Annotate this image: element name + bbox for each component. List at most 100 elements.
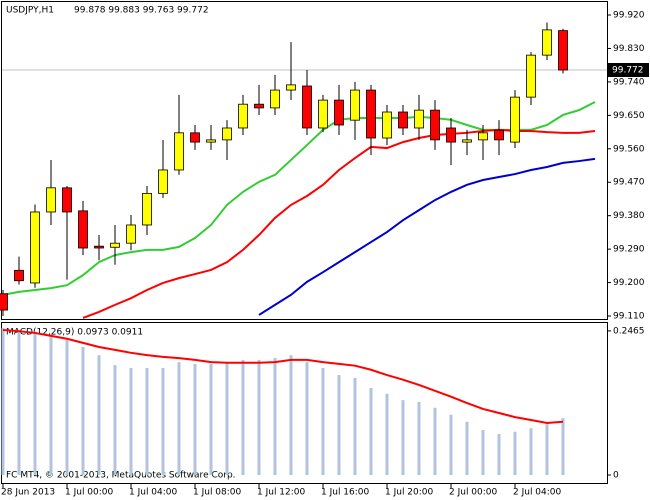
histogram-bar (113, 365, 117, 475)
histogram-bar (241, 359, 245, 475)
y-tick-label: 99.920 (613, 11, 645, 21)
candle-body (62, 187, 72, 213)
histogram-bar (33, 331, 37, 475)
candle-body (430, 109, 440, 141)
y-tick-label: 99.830 (613, 44, 645, 54)
main-panel (1, 1, 608, 320)
candle-body (446, 127, 456, 143)
histogram-bar (545, 424, 549, 475)
x-tick-label: 1 Jul 08:00 (193, 488, 242, 498)
x-tick-label: 1 Jul 16:00 (321, 488, 370, 498)
y-tick-label: 0.2465 (613, 326, 645, 336)
candle-body (238, 103, 248, 129)
moving-average (82, 128, 596, 319)
histogram-bar (145, 368, 149, 475)
histogram-bar (369, 387, 373, 475)
histogram-bar (1, 327, 5, 475)
candle-body (14, 269, 24, 282)
y-tick-label: 99.110 (613, 312, 645, 322)
y-tick-label: 99.650 (613, 111, 645, 121)
histogram-bar (225, 362, 229, 475)
candle-body (78, 210, 88, 249)
histogram-bar (17, 330, 21, 475)
candle-body (510, 96, 520, 143)
y-tick-label: 99.740 (613, 77, 645, 87)
histogram-bar (497, 434, 501, 475)
x-tick-label: 2 Jul 04:00 (513, 488, 562, 498)
histogram-bar (337, 375, 341, 475)
y-tick-label: 99.470 (613, 178, 645, 188)
candle-body (222, 127, 232, 141)
candle-body (94, 245, 104, 249)
histogram-bar (401, 400, 405, 475)
macd-title: MACD(12,26,9) 0.0973 0.0911 (6, 328, 143, 338)
candle-body (254, 103, 264, 109)
x-tick-label: 1 Jul 20:00 (385, 488, 434, 498)
y-tick-label: 0 (613, 470, 619, 480)
candle-body (190, 132, 200, 143)
signal-line (2, 329, 564, 424)
candle-body (462, 139, 472, 143)
candle-body (126, 224, 136, 244)
histogram-bar (97, 355, 101, 475)
histogram-bar (129, 368, 133, 475)
candle-body (414, 109, 424, 129)
x-tick-label: 1 Jul 00:00 (65, 488, 114, 498)
histogram-bar (385, 393, 389, 475)
y-tick-label: 99.560 (613, 144, 645, 154)
y-tick-label: 99.200 (613, 278, 645, 288)
candle-body (382, 111, 392, 139)
histogram-bar (273, 358, 277, 475)
histogram-bar (257, 359, 261, 475)
candle-body (526, 54, 536, 98)
histogram-bar (321, 368, 325, 475)
candle-body (30, 211, 40, 284)
candle-body (286, 84, 296, 91)
candle-body (270, 89, 280, 109)
x-tick-label: 28 Jun 2013 (1, 488, 55, 498)
candle-body (478, 132, 488, 141)
x-tick-label: 2 Jul 00:00 (449, 488, 498, 498)
histogram-bar (513, 431, 517, 475)
x-tick-label: 1 Jul 12:00 (257, 488, 306, 498)
histogram-bar (465, 421, 469, 475)
candle-body (142, 192, 152, 226)
histogram-bar (65, 339, 69, 475)
candle-body (302, 85, 312, 129)
candle-body (350, 89, 360, 121)
y-tick-label: 99.290 (613, 245, 645, 255)
histogram-bar (81, 346, 85, 475)
candle-body (318, 99, 328, 129)
ohlc-text: 99.878 99.883 99.763 99.772 (74, 6, 209, 16)
histogram-bar (481, 429, 485, 475)
x-tick-label: 1 Jul 04:00 (129, 488, 178, 498)
candle-body (110, 242, 120, 248)
candle-body (558, 30, 568, 71)
histogram-bar (433, 407, 437, 475)
histogram-bar (209, 363, 213, 475)
histogram-bar (417, 401, 421, 475)
footer: FC MT4, © 2001-2013, MetaQuotes Software… (6, 471, 236, 481)
histogram-bar (49, 334, 53, 475)
histogram-bar (561, 418, 565, 475)
histogram-bar (193, 363, 197, 475)
candle-body (0, 293, 8, 311)
histogram-bar (177, 362, 181, 475)
y-tick-label: 99.380 (613, 211, 645, 221)
price-box (608, 63, 649, 78)
candle-body (174, 132, 184, 171)
candle-body (334, 99, 344, 126)
candle-body (158, 169, 168, 194)
histogram-bar (353, 377, 357, 475)
histogram-bar (289, 355, 293, 475)
histogram-bar (305, 362, 309, 475)
moving-average (258, 157, 596, 316)
candle-body (398, 111, 408, 129)
candle-body (46, 187, 56, 213)
candle-body (494, 129, 504, 141)
candle-body (542, 29, 552, 56)
candle-body (206, 139, 216, 143)
histogram-bar (161, 368, 165, 475)
